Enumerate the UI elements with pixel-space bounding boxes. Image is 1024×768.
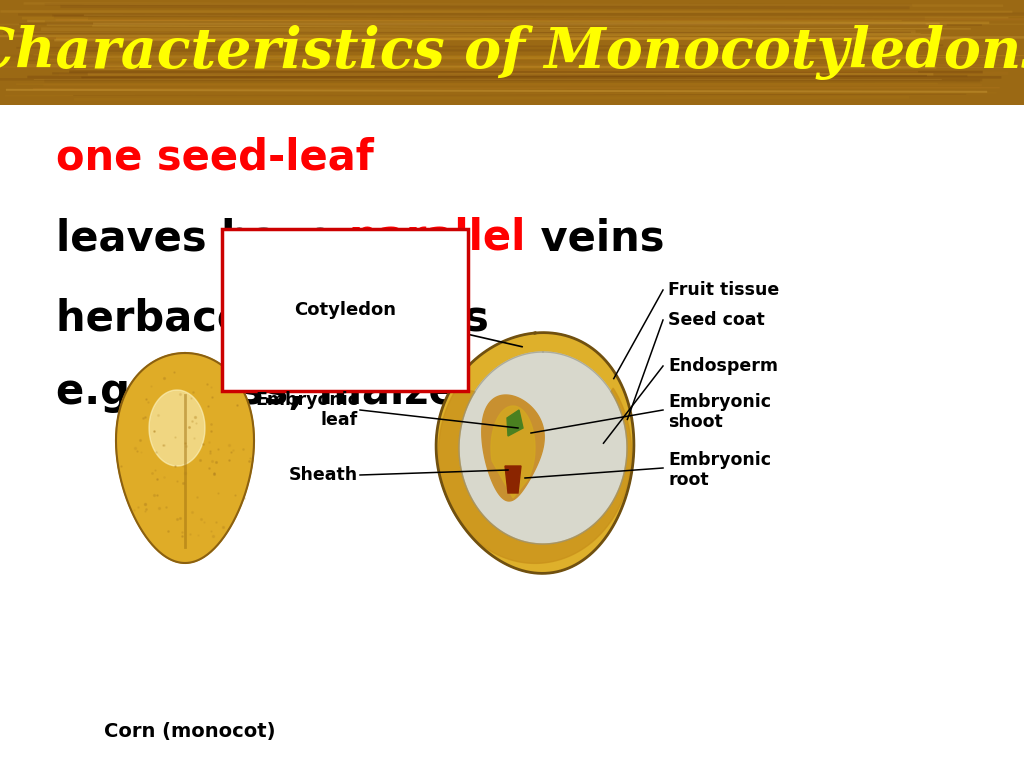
Text: leaves have: leaves have: [56, 217, 349, 259]
Text: Seed coat: Seed coat: [668, 311, 765, 329]
Polygon shape: [438, 388, 632, 564]
Polygon shape: [116, 353, 254, 563]
Polygon shape: [116, 353, 254, 563]
Text: parallel: parallel: [349, 217, 526, 259]
Text: Embryonic
root: Embryonic root: [668, 451, 771, 489]
Text: Cotyledon: Cotyledon: [294, 301, 396, 319]
Polygon shape: [490, 406, 535, 498]
Text: one seed-leaf: one seed-leaf: [56, 137, 374, 178]
Text: Fruit tissue: Fruit tissue: [668, 281, 779, 299]
Polygon shape: [459, 352, 627, 544]
Text: Embryonic
leaf: Embryonic leaf: [255, 391, 358, 429]
Text: Corn (monocot): Corn (monocot): [103, 722, 275, 740]
Text: Sheath: Sheath: [289, 466, 358, 484]
Bar: [0, 0, 1024, 105]
Text: Endosperm: Endosperm: [668, 357, 778, 375]
Polygon shape: [507, 410, 523, 436]
Polygon shape: [150, 390, 205, 466]
Text: herbaceous plants: herbaceous plants: [56, 298, 489, 339]
Text: e.g. grass, maize: e.g. grass, maize: [56, 371, 457, 412]
Polygon shape: [481, 395, 544, 501]
Polygon shape: [436, 333, 634, 574]
Text: Characteristics of Monocotyledons: Characteristics of Monocotyledons: [0, 25, 1024, 80]
Polygon shape: [436, 333, 634, 574]
Polygon shape: [505, 466, 521, 493]
Text: veins: veins: [526, 217, 665, 259]
Text: Embryonic
shoot: Embryonic shoot: [668, 392, 771, 432]
